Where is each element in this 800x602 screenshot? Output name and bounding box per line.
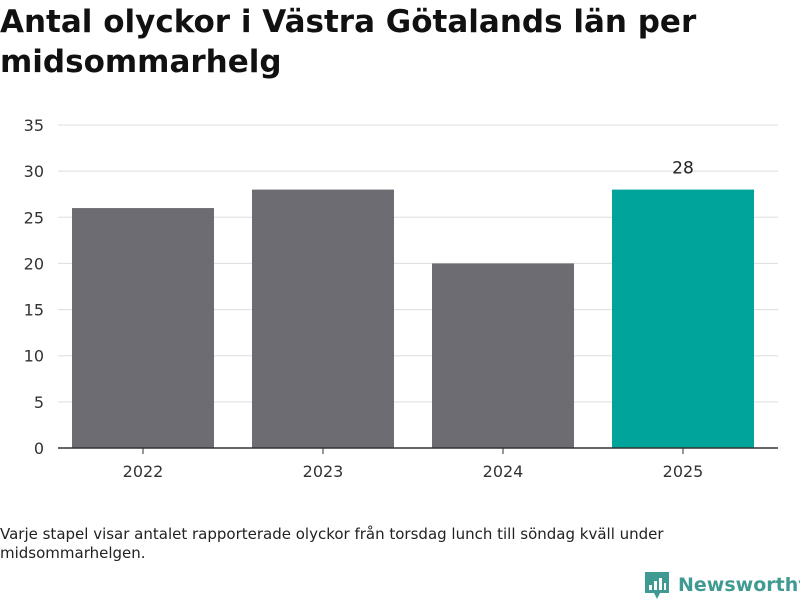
x-tick-label: 2025 — [663, 462, 704, 481]
bar-2025 — [612, 189, 754, 448]
x-tick-label: 2023 — [303, 462, 344, 481]
y-tick-label: 0 — [34, 439, 44, 458]
bar-2023 — [252, 189, 394, 448]
newsworthy-logo: Newsworthy — [644, 568, 800, 602]
y-tick-label: 25 — [24, 208, 44, 227]
bar-2024 — [432, 263, 574, 448]
y-tick-label: 35 — [24, 116, 44, 135]
newsworthy-logo-icon — [645, 572, 669, 599]
y-tick-label: 20 — [24, 254, 44, 273]
footnote: Varje stapel visar antalet rapporterade … — [0, 525, 664, 562]
bars — [72, 189, 754, 448]
x-tick-label: 2024 — [483, 462, 524, 481]
x-tick-label: 2022 — [123, 462, 164, 481]
bar-2022 — [72, 208, 214, 448]
data-label: 28 — [672, 159, 694, 179]
brand-name: Newsworthy — [678, 574, 800, 596]
x-axis — [58, 447, 778, 454]
y-tick-label: 30 — [24, 162, 44, 181]
chart-title: Antal olyckor i Västra Götalands län per… — [0, 4, 697, 80]
y-tick-label: 10 — [24, 347, 44, 366]
y-tick-label: 5 — [34, 393, 44, 412]
y-tick-label: 15 — [24, 301, 44, 320]
